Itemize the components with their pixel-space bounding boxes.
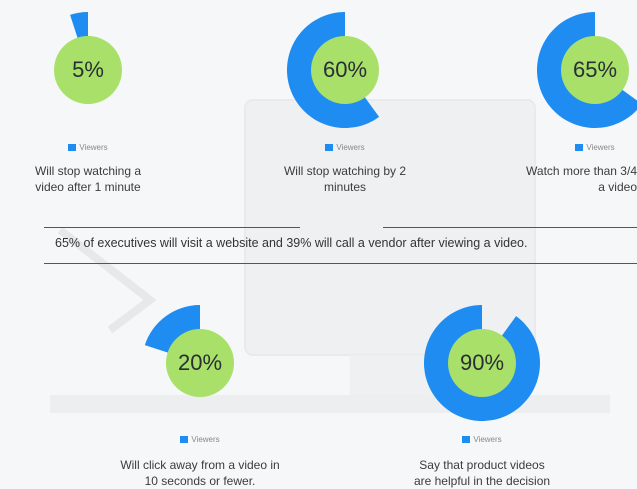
description: Will click away from a video in 10 secon…: [115, 457, 285, 489]
legend-swatch: [462, 436, 471, 443]
divider-top-right: [383, 227, 637, 228]
description-line: 10 seconds or fewer.: [144, 474, 256, 488]
legend-label: Viewers: [336, 143, 365, 152]
percent-label: 60%: [322, 57, 368, 82]
legend-swatch: [68, 144, 77, 151]
percent-label: 5%: [72, 57, 104, 82]
inner-circle: [166, 329, 234, 397]
description: Watch more than 3/4 a video: [497, 163, 637, 195]
percent-label: 90%: [459, 350, 505, 375]
legend: Viewers: [515, 143, 637, 152]
inner-circle: [448, 329, 516, 397]
executive-statement: 65% of executives will visit a website a…: [55, 236, 528, 250]
description: Will stop watching a video after 1 minut…: [3, 163, 173, 195]
inner-circle: [311, 36, 379, 104]
legend-label: Viewers: [586, 143, 615, 152]
legend: Viewers: [402, 435, 562, 444]
legend-label: Viewers: [79, 143, 108, 152]
description-line: Will click away from a video in: [120, 458, 280, 472]
divider-bottom: [44, 263, 637, 264]
description: Say that product videos are helpful in t…: [397, 457, 567, 489]
legend-label: Viewers: [473, 435, 502, 444]
inner-circle: [561, 36, 629, 104]
legend: Viewers: [8, 143, 168, 152]
legend: Viewers: [120, 435, 280, 444]
divider-top-left: [44, 227, 300, 228]
description-line: Say that product videos: [419, 458, 545, 472]
legend-swatch: [575, 144, 584, 151]
legend-label: Viewers: [191, 435, 220, 444]
description-line: a video: [598, 180, 637, 194]
description-line: Watch more than 3/4: [526, 164, 637, 178]
legend-swatch: [180, 436, 189, 443]
percent-label: 65%: [572, 57, 618, 82]
description-line: Will stop watching by 2: [283, 164, 407, 178]
legend-swatch: [325, 144, 334, 151]
description-line: Will stop watching a: [34, 164, 142, 178]
description: Will stop watching by 2 minutes: [260, 163, 430, 195]
description-line: video after 1 minute: [35, 180, 141, 194]
description-line: are helpful in the decision: [413, 474, 551, 488]
description-line: minutes: [323, 180, 367, 194]
inner-circle: [54, 36, 122, 104]
legend: Viewers: [265, 143, 425, 152]
percent-label: 20%: [177, 350, 223, 375]
